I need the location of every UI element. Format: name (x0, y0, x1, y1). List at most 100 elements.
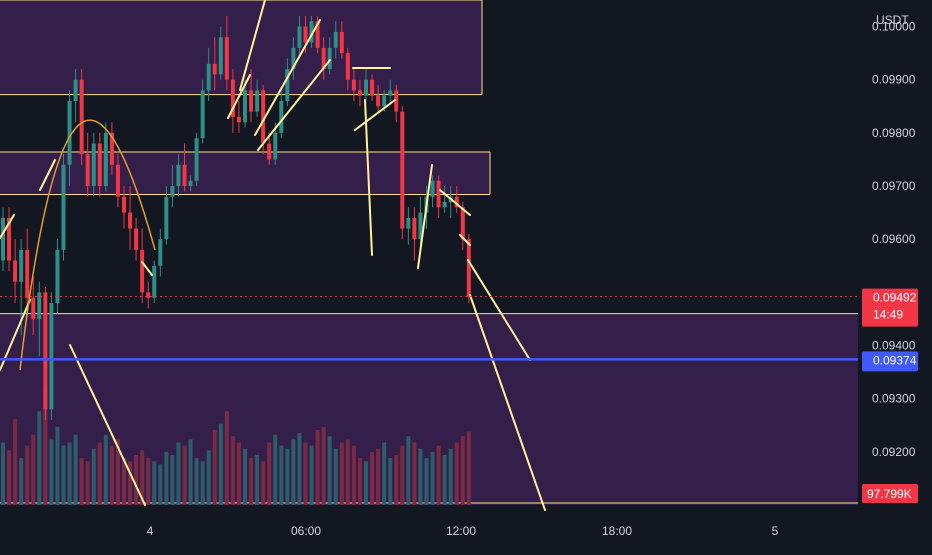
candle (61, 164, 66, 250)
volume-bar (164, 451, 169, 505)
candle (91, 143, 96, 187)
current-price-text: 14:49 (873, 308, 903, 322)
candle (122, 196, 126, 213)
candle (97, 143, 102, 187)
volume-bar (55, 426, 60, 505)
candle (103, 132, 108, 187)
volume-bar (243, 448, 247, 505)
volume-bar (357, 458, 362, 505)
candle (333, 31, 338, 48)
volume-bar (315, 430, 320, 505)
volume-bar (31, 434, 36, 505)
volume-bar (436, 445, 441, 505)
candle (291, 47, 296, 70)
candle (466, 239, 471, 297)
candle (357, 90, 362, 96)
candle (194, 138, 199, 181)
trend-line (39, 159, 56, 191)
candle (109, 132, 114, 165)
volume-bar (122, 458, 126, 505)
y-tick-label: 0.09200 (872, 445, 916, 459)
candle (37, 292, 42, 319)
candle (152, 265, 157, 298)
volume-bar (49, 439, 54, 505)
candle (1, 217, 5, 261)
trend-line (354, 99, 396, 131)
candle (321, 47, 326, 70)
volume-bar (370, 451, 375, 505)
candle (273, 132, 278, 160)
candle (430, 180, 435, 197)
candle (230, 79, 235, 117)
candle (364, 79, 368, 96)
trend-line (69, 344, 146, 506)
volume-bar (200, 461, 205, 505)
volume-bar (194, 458, 199, 505)
candle (218, 37, 223, 75)
candle (43, 292, 48, 410)
candle (212, 63, 217, 75)
volume-bar (321, 426, 326, 505)
volume-bar (466, 431, 471, 505)
trend-line (141, 261, 153, 276)
candle (376, 95, 381, 107)
volume-bar (43, 387, 48, 505)
trend-line (364, 99, 373, 256)
volume-bar (327, 436, 332, 505)
y-tick-label: 0.09600 (872, 232, 916, 246)
volume-bar (418, 448, 423, 505)
volume-bar (19, 458, 24, 505)
candle (176, 164, 181, 187)
candle (436, 180, 441, 208)
volume-bar (291, 439, 296, 505)
volume-bar (454, 442, 459, 505)
candle (454, 196, 459, 208)
volume-bar (97, 442, 102, 505)
trend-line (0, 214, 15, 239)
currency-label: USDT (876, 13, 909, 27)
zone-2 (0, 152, 490, 195)
volume-bar (212, 430, 217, 505)
candle (460, 207, 465, 240)
time-axis[interactable]: 4 06:00 12:00 18:00 5 (147, 524, 779, 538)
candle (339, 31, 344, 54)
trend-drawings[interactable] (0, 0, 858, 511)
candle (49, 303, 54, 410)
volume-bar (61, 445, 66, 505)
candle (267, 143, 272, 160)
volume-bar (279, 445, 284, 505)
y-tick-label: 0.09300 (872, 392, 916, 406)
price-axis[interactable]: USDT 0.09200 0.09300 0.09400 0.09600 0.09700… (862, 13, 918, 503)
volume-bar (236, 442, 241, 505)
volume-bar (345, 439, 350, 505)
volume-bar (1, 442, 5, 505)
volume-bar (91, 448, 96, 505)
trend-line (417, 164, 433, 269)
volume-bar (364, 461, 368, 505)
candle (249, 90, 254, 112)
current-price-text: 0.09492 (873, 291, 917, 305)
volume-bar (255, 455, 260, 505)
volume-bar (103, 434, 108, 505)
candle (406, 217, 411, 229)
candle (25, 249, 30, 298)
trend-line (257, 59, 331, 151)
candle (279, 101, 284, 133)
y-tick-label: 0.10000 (872, 20, 916, 34)
trend-line (439, 189, 471, 216)
volume-bar (134, 455, 139, 505)
candlestick-series (1, 15, 471, 420)
candle (7, 217, 12, 261)
candle (315, 21, 320, 48)
volume-bar (406, 436, 411, 505)
candle (206, 63, 211, 91)
volume-bar (152, 461, 157, 505)
blue-level-badge (862, 351, 918, 372)
candle (128, 212, 133, 229)
candle (182, 164, 187, 187)
trend-line (239, 0, 266, 91)
volume-bar (460, 436, 465, 505)
x-tick-label: 5 (772, 524, 779, 538)
